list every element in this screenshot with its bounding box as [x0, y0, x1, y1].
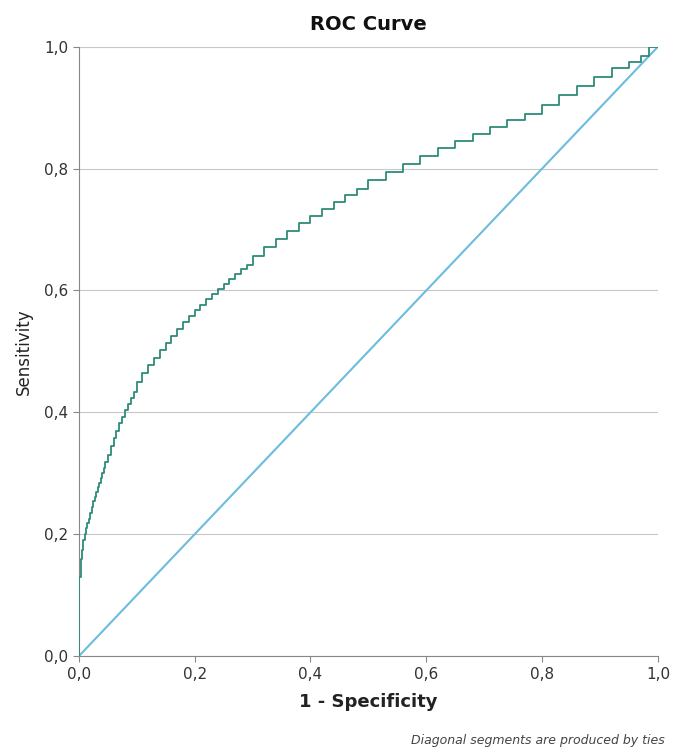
Title: ROC Curve: ROC Curve	[310, 15, 427, 34]
X-axis label: 1 - Specificity: 1 - Specificity	[299, 692, 438, 711]
Y-axis label: Sensitivity: Sensitivity	[15, 308, 33, 395]
Text: Diagonal segments are produced by ties: Diagonal segments are produced by ties	[411, 734, 664, 747]
